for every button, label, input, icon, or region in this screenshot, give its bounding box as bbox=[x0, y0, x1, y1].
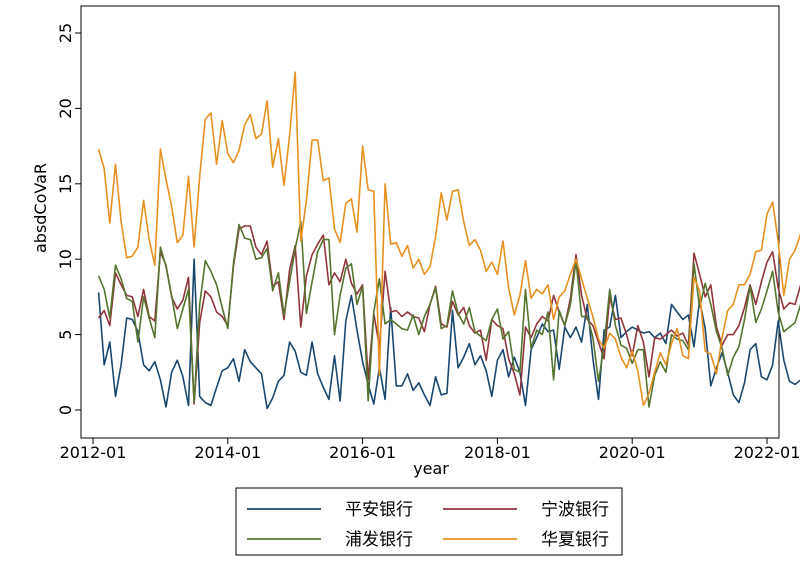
series-layer bbox=[97, 71, 800, 410]
y-tick-label: 10 bbox=[56, 249, 75, 269]
legend-label-4: 华夏银行 bbox=[541, 530, 609, 550]
axis-layer: 0 5 10 15 20 25 2012-01 2014-01 2016-01 2018-01 20… bbox=[56, 23, 800, 462]
plot-region bbox=[80, 5, 780, 439]
y-tick-label: 0 bbox=[56, 405, 75, 415]
y-tick-label: 20 bbox=[56, 98, 75, 118]
series-line-1 bbox=[97, 258, 800, 410]
y-axis-title: absdCoVaR bbox=[31, 163, 50, 253]
x-tick-label: 2020-01 bbox=[599, 443, 666, 462]
x-tick-label: 2022-01 bbox=[734, 443, 800, 462]
x-tick-label: 2014-01 bbox=[194, 443, 261, 462]
legend-label-3: 浦发银行 bbox=[345, 530, 413, 550]
legend-box bbox=[235, 487, 623, 556]
y-tick-label: 25 bbox=[56, 23, 75, 43]
y-tick-label: 15 bbox=[56, 174, 75, 194]
x-axis-title: year bbox=[413, 459, 449, 478]
legend-label-1: 平安银行 bbox=[345, 500, 413, 520]
x-tick-label: 2016-01 bbox=[329, 443, 396, 462]
y-tick-label: 5 bbox=[56, 330, 75, 340]
x-tick-label: 2018-01 bbox=[464, 443, 531, 462]
legend-label-2: 宁波银行 bbox=[541, 500, 609, 520]
x-tick-label: 2012-01 bbox=[60, 443, 127, 462]
series-line-4 bbox=[97, 71, 800, 407]
